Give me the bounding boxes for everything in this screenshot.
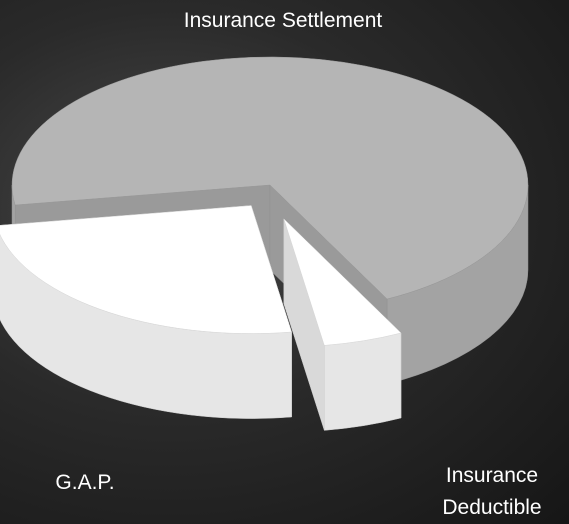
slice-label: Insurance Deductible <box>432 460 552 524</box>
pie-chart <box>0 0 569 524</box>
slice-label: G.A.P. <box>20 467 150 499</box>
slice-wall <box>324 333 401 430</box>
chart: Insurance Settlement Insurance Deductibl… <box>0 0 569 524</box>
slice-label: Insurance Settlement <box>133 5 433 37</box>
